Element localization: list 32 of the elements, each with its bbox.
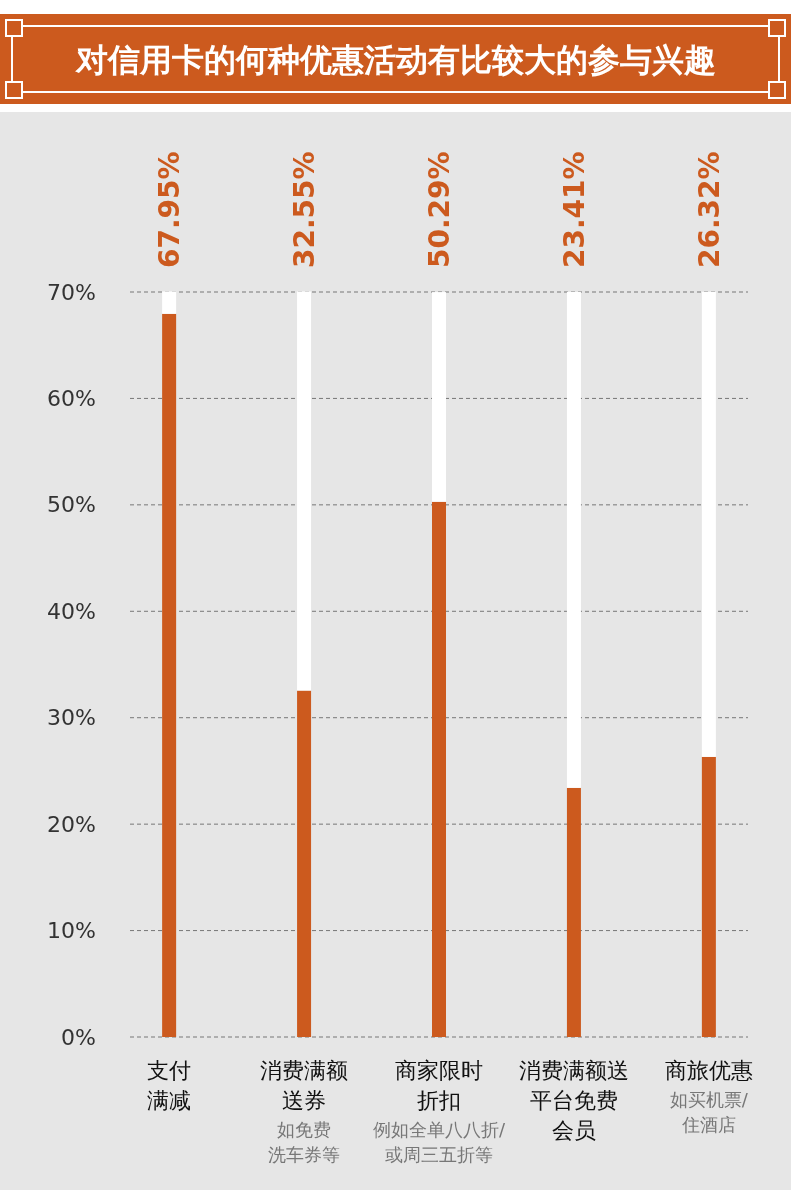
text: 例如全单八八折/或周三五折等 (372, 1119, 506, 1165)
bar (566, 291, 581, 788)
y-tick-label: 70% (47, 279, 96, 305)
data-label: 32.55% (288, 151, 322, 268)
y-tick-label: 50% (47, 492, 96, 518)
x-tick-label: 消费满额送券 (260, 1058, 349, 1113)
data-label: 50.29% (423, 151, 456, 268)
bar (701, 291, 716, 757)
y-tick-label: 40% (47, 598, 96, 624)
bar (701, 756, 716, 1037)
data-label: 26.32% (692, 151, 726, 268)
x-tick-label: 商家限时折扣 (395, 1058, 483, 1113)
y-tick-label: 60% (47, 385, 96, 411)
text: 如免费洗车券等 (268, 1119, 341, 1165)
x-tick-label: 支付满减 (147, 1058, 192, 1113)
data-label: 67.95% (153, 151, 187, 268)
bar (297, 690, 312, 1037)
bar (432, 292, 446, 502)
bar (566, 787, 581, 1037)
y-tick-label: 0% (61, 1024, 96, 1050)
y-tick-label: 20% (47, 811, 96, 837)
bar (432, 501, 446, 1037)
x-tick-label: 商旅优惠 (664, 1058, 753, 1083)
bar (162, 291, 177, 314)
y-tick-label: 10% (47, 918, 96, 944)
chart-title: 对信用卡的何种优惠活动有比较大的参与兴趣 (74, 41, 716, 79)
x-tick-label: 消费满额送平台免费会员 (518, 1058, 629, 1143)
y-tick-label: 30% (47, 705, 96, 731)
bar (162, 313, 177, 1037)
data-label: 23.41% (557, 151, 591, 268)
bar (297, 291, 312, 691)
text: 如买机票/住酒店 (669, 1089, 749, 1135)
